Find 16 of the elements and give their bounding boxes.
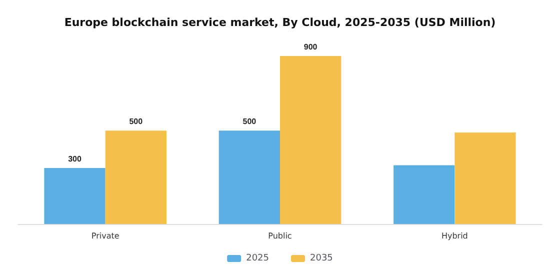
data-label: 300 [68, 154, 82, 164]
x-tick-label: Hybrid [441, 232, 468, 240]
legend-label: 2035 [310, 254, 333, 264]
data-label: 900 [304, 42, 318, 52]
bar [105, 130, 166, 224]
chart-title: Europe blockchain service market, By Cloud, 2025-2035 (USD Million) [64, 16, 496, 29]
x-tick-label: Private [91, 232, 120, 240]
data-label: 500 [242, 117, 257, 126]
bar [394, 165, 455, 224]
bar [280, 56, 342, 224]
bar [454, 132, 516, 224]
bar [44, 168, 106, 224]
x-tick-label: Public [268, 232, 292, 240]
legend-label: 2025 [246, 254, 269, 264]
bar [218, 130, 280, 224]
data-label: 500 [129, 117, 144, 126]
